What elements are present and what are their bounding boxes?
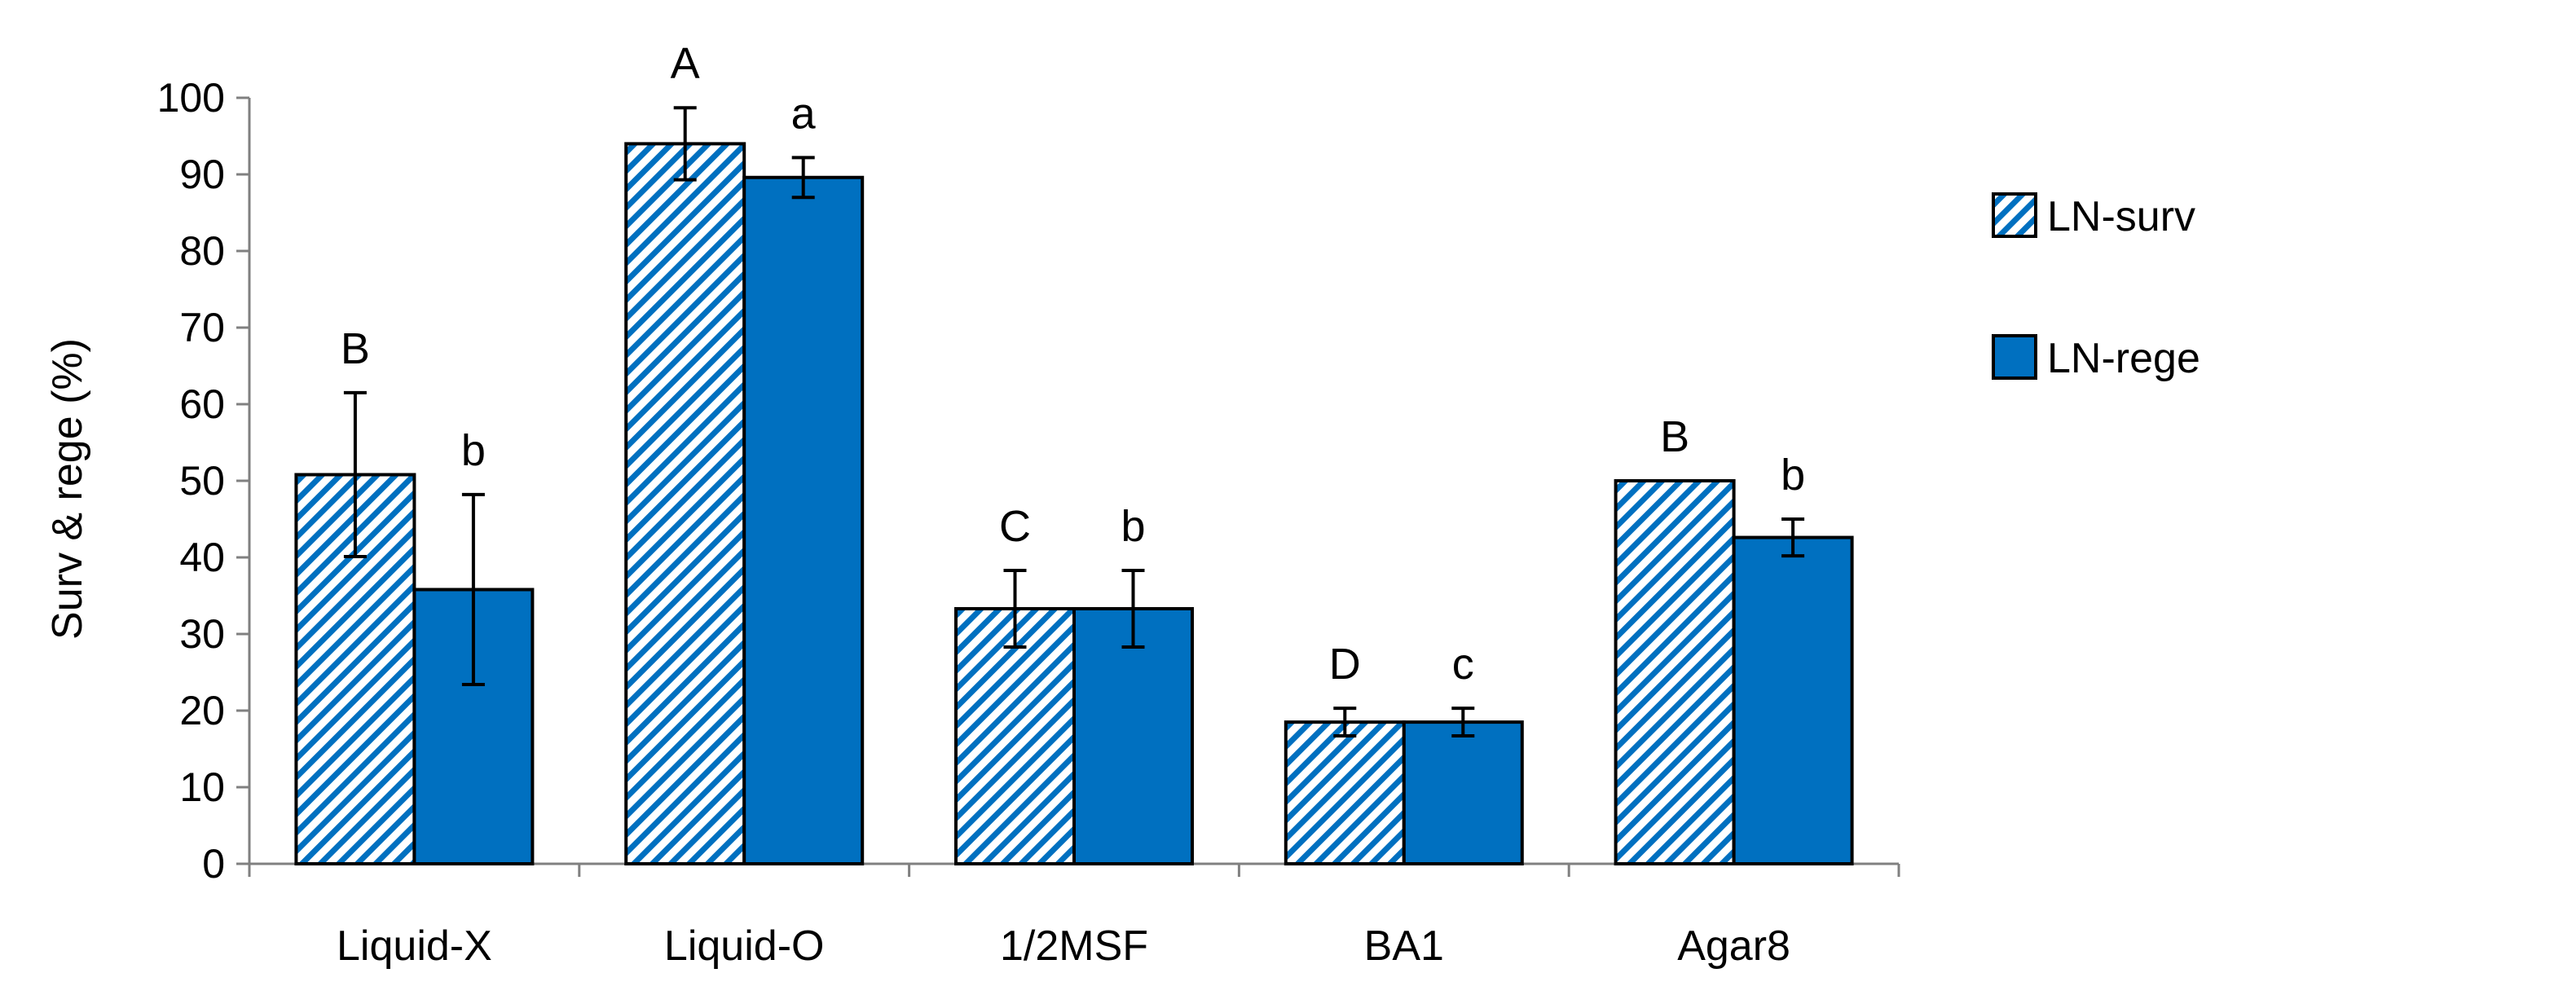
significance-label: D xyxy=(1329,640,1361,689)
bar-ln-rege xyxy=(1402,720,1524,865)
significance-label: B xyxy=(1660,412,1689,461)
significance-label: A xyxy=(671,39,700,88)
y-tick-label: 20 xyxy=(179,688,225,733)
significance-label: c xyxy=(1452,640,1474,689)
bars xyxy=(294,106,1854,865)
y-tick-label: 10 xyxy=(179,764,225,810)
legend-label: LN-surv xyxy=(2047,193,2195,240)
bar-ln-rege xyxy=(742,175,865,865)
bar-ln-surv xyxy=(624,142,746,865)
y-tick-label: 100 xyxy=(157,75,225,121)
bar-ln-surv xyxy=(1614,479,1736,865)
labels: 0 10 20 30 40 50 60 70 80 90 100 Surv & rege (%) Bb L… xyxy=(44,39,1805,970)
legend-swatch-ln-surv xyxy=(1992,192,2037,238)
bar-ln-rege xyxy=(1732,535,1854,865)
x-category-label: Liquid-X xyxy=(337,922,492,970)
x-category-label: 1/2MSF xyxy=(1000,922,1148,970)
bar-ln-surv xyxy=(1284,720,1406,865)
significance-label: b xyxy=(1781,451,1805,500)
y-tick-label: 40 xyxy=(179,535,225,580)
x-category-label: Liquid-O xyxy=(664,922,825,970)
y-tick-label: 0 xyxy=(202,841,225,887)
y-tick-label: 30 xyxy=(179,611,225,657)
significance-label: a xyxy=(791,89,817,138)
y-tick-label: 60 xyxy=(179,381,225,427)
y-tick-label: 90 xyxy=(179,152,225,197)
significance-label: b xyxy=(1121,502,1145,551)
legend-label: LN-rege xyxy=(2047,335,2200,382)
y-tick-label: 80 xyxy=(179,228,225,274)
legend: LN-surv LN-rege xyxy=(1992,192,2200,382)
y-tick-label: 50 xyxy=(179,458,225,504)
bar-ln-rege xyxy=(1072,606,1194,865)
y-axis-title: Surv & rege (%) xyxy=(44,338,91,640)
bar-ln-surv xyxy=(954,606,1076,865)
x-category-label: Agar8 xyxy=(1677,922,1790,970)
significance-label: b xyxy=(461,426,486,475)
x-category-label: BA1 xyxy=(1364,922,1444,970)
y-tick-label: 70 xyxy=(179,305,225,350)
significance-label: C xyxy=(999,502,1031,551)
legend-swatch-ln-rege xyxy=(1992,334,2037,380)
significance-label: B xyxy=(341,324,370,373)
